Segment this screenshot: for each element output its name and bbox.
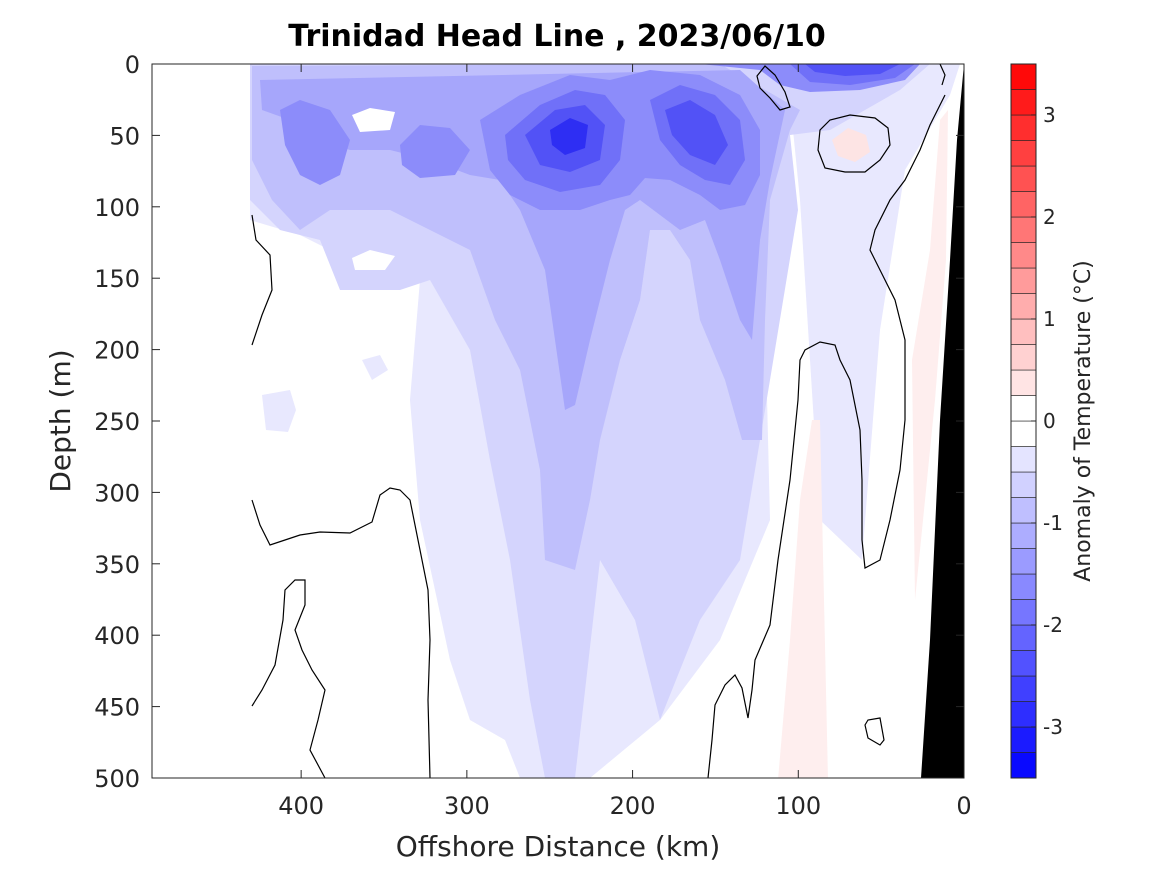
y-tick-label: 50: [109, 122, 140, 150]
y-tick-label: 250: [94, 408, 140, 436]
cold-region-level-5b: [400, 125, 470, 178]
x-tick-label: 200: [610, 792, 656, 820]
zero-contour-3: [251, 579, 326, 778]
cold-region-level-1b: [262, 390, 296, 432]
colorbar-swatch: [1010, 420, 1037, 447]
colorbar-swatch: [1010, 573, 1037, 600]
cold-region-level-1c: [362, 355, 388, 380]
cold-region-level-7b: [665, 100, 728, 165]
colorbar-tick-label: -2: [1043, 613, 1063, 637]
colorbar-swatch: [1010, 242, 1037, 269]
zero-contour-6: [756, 65, 791, 111]
y-tick-label: 200: [94, 337, 140, 365]
colorbar-swatch: [1010, 63, 1037, 90]
y-tick-label: 450: [94, 694, 140, 722]
colorbar-swatch: [1010, 369, 1037, 396]
colorbar-swatch: [1010, 191, 1037, 218]
colorbar-swatch: [1010, 624, 1037, 651]
warm-region-spot: [832, 128, 870, 162]
colorbar-swatch: [1010, 216, 1037, 243]
colorbar-swatch: [1010, 726, 1037, 753]
colorbar-swatch: [1010, 395, 1037, 422]
colorbar-swatch: [1010, 446, 1037, 473]
colorbar-tick-label: 3: [1043, 103, 1056, 127]
colorbar-swatch: [1010, 497, 1037, 524]
y-axis: 0 50 100 150 200 250 300 350 400 450 500: [94, 51, 964, 793]
colorbar-swatch: [1010, 548, 1037, 575]
colorbar-tick-label: 2: [1043, 205, 1056, 229]
colorbar-tick-label: -1: [1043, 511, 1063, 535]
zero-contour-8: [864, 717, 885, 746]
warm-region-band-2: [912, 110, 948, 600]
cold-region-level-7c: [805, 64, 900, 76]
colorbar-swatch: [1010, 267, 1037, 294]
colorbar-tick-label: -3: [1043, 715, 1063, 739]
y-tick-label: 350: [94, 551, 140, 579]
x-axis-title: Offshore Distance (km): [396, 830, 721, 863]
x-tick-label: 300: [444, 792, 490, 820]
cold-region-level-5: [280, 100, 350, 185]
colorbar-swatch: [1010, 114, 1037, 141]
colorbar-title: Anomaly of Temperature (°C): [1071, 260, 1096, 582]
colorbar-tick-label: 0: [1043, 409, 1056, 433]
colorbar-swatch: [1010, 293, 1037, 320]
colorbar-swatch: [1010, 752, 1037, 779]
zero-contour-2: [251, 487, 431, 778]
colorbar-tick-label: 1: [1043, 307, 1056, 331]
y-tick-label: 0: [125, 51, 140, 79]
neutral-region: [352, 250, 395, 270]
y-tick-label: 400: [94, 622, 140, 650]
colorbar-swatch: [1010, 701, 1037, 728]
anomaly-field: [250, 64, 960, 778]
x-tick-label: 400: [278, 792, 324, 820]
y-axis-title: Depth (m): [44, 349, 77, 492]
colorbar-swatch: [1010, 140, 1037, 167]
x-tick-label: 100: [775, 792, 821, 820]
bathymetry: [921, 64, 964, 778]
zero-contour-7: [939, 64, 946, 86]
colorbar-swatch: [1010, 471, 1037, 498]
chart-title: Trinidad Head Line , 2023/06/10: [288, 19, 825, 54]
cold-region-level-8: [550, 118, 588, 155]
y-tick-label: 300: [94, 479, 140, 507]
zero-contour-5: [817, 114, 891, 173]
warm-region-band: [778, 420, 828, 778]
colorbar-swatch: [1010, 675, 1037, 702]
x-axis: 400 300 200 100 0: [278, 64, 972, 820]
x-tick-label: 0: [956, 792, 971, 820]
y-tick-label: 100: [94, 194, 140, 222]
colorbar: 3 2 1 0 -1 -2 -3: [1010, 63, 1063, 779]
colorbar-swatch: [1010, 89, 1037, 116]
zero-contours: [251, 64, 946, 778]
colorbar-swatch: [1010, 344, 1037, 371]
neutral-region-2: [352, 108, 395, 132]
colorbar-swatch: [1010, 165, 1037, 192]
colorbar-swatch: [1010, 650, 1037, 677]
zero-contour-1: [251, 214, 273, 346]
y-tick-label: 150: [94, 265, 140, 293]
colorbar-swatch: [1010, 599, 1037, 626]
colorbar-swatch: [1010, 318, 1037, 345]
y-tick-label: 500: [94, 765, 140, 793]
colorbar-swatch: [1010, 522, 1037, 549]
zero-contour-4: [707, 94, 946, 778]
